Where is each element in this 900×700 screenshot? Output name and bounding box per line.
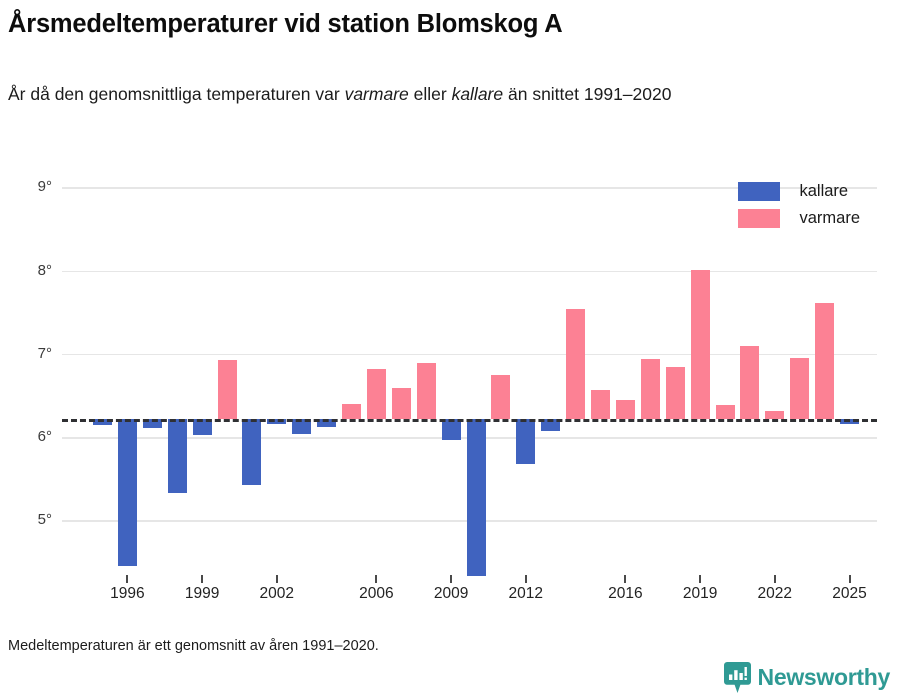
legend-item-kallare: kallare [738, 182, 860, 201]
footnote: Medeltemperaturen är ett genomsnitt av å… [8, 638, 379, 654]
x-axis-tick-2025 [848, 575, 851, 583]
bar-2010[interactable] [466, 418, 486, 576]
baseline-dashed-line [62, 418, 877, 422]
subtitle-text-3: än snittet 1991–2020 [503, 84, 672, 104]
x-axis-label-2022: 2022 [757, 585, 793, 602]
x-axis-tick-1996 [126, 575, 129, 583]
gridline-8 [62, 270, 877, 273]
x-axis-tick-2022 [773, 575, 776, 583]
y-axis-label-8: 8° [37, 261, 52, 279]
x-axis-tick-2009 [450, 575, 453, 583]
y-axis-label-7: 7° [37, 344, 52, 362]
subtitle-emphasis-kallare: kallare [451, 84, 504, 104]
bar-2021[interactable] [740, 346, 760, 419]
brand-logo: Newsworthy [723, 662, 891, 693]
x-axis-label-2016: 2016 [608, 585, 643, 602]
x-axis-label-2006: 2006 [359, 585, 394, 602]
legend-swatch-kallare [738, 182, 781, 201]
x-axis-label-2012: 2012 [508, 585, 544, 602]
legend-label-varmare: varmare [799, 209, 860, 227]
chart-legend: kallare varmare [738, 182, 860, 236]
legend-label-kallare: kallare [799, 182, 849, 200]
bar-2011[interactable] [491, 375, 511, 419]
x-axis-tick-2012 [524, 575, 527, 583]
gridline-9 [62, 187, 877, 189]
x-axis-label-1996: 1996 [110, 585, 145, 602]
page-title: Årsmedeltemperaturer vid station Blomsko… [8, 10, 563, 38]
bar-2006[interactable] [366, 368, 386, 419]
subtitle-text-1: År då den genomsnittliga temperaturen va… [8, 84, 345, 104]
x-axis-tick-1999 [201, 575, 204, 583]
bar-1999[interactable] [192, 418, 212, 436]
gridline-7 [62, 353, 877, 356]
legend-item-varmare: varmare [738, 209, 860, 228]
bar-2009[interactable] [441, 418, 461, 441]
chart-pin-icon [723, 662, 751, 693]
bar-1996[interactable] [117, 418, 137, 566]
bar-2000[interactable] [217, 360, 237, 419]
page-subtitle: År då den genomsnittliga temperaturen va… [8, 80, 878, 108]
x-axis-tick-2002 [275, 575, 278, 583]
bar-2023[interactable] [790, 357, 810, 419]
subtitle-text-2: eller [408, 84, 452, 104]
bar-1998[interactable] [167, 418, 187, 493]
x-axis-label-2025: 2025 [832, 585, 867, 602]
bar-2012[interactable] [516, 418, 536, 464]
y-axis-label-9: 9° [37, 178, 52, 196]
bar-2014[interactable] [566, 308, 586, 419]
bar-2013[interactable] [541, 418, 561, 432]
x-axis-label-2009: 2009 [433, 585, 469, 602]
x-axis-tick-2006 [375, 575, 378, 583]
bar-1997[interactable] [142, 418, 162, 428]
bar-2004[interactable] [317, 418, 337, 427]
x-axis-tick-2016 [624, 575, 627, 583]
bar-2024[interactable] [815, 303, 835, 419]
bar-2003[interactable] [292, 418, 312, 434]
x-axis-label-1999: 1999 [184, 585, 220, 602]
subtitle-emphasis-varmare: varmare [344, 84, 409, 104]
bar-2019[interactable] [690, 269, 710, 419]
bar-2020[interactable] [715, 404, 735, 419]
legend-swatch-varmare [738, 209, 781, 228]
bar-2007[interactable] [391, 387, 411, 419]
bar-2005[interactable] [342, 403, 361, 419]
bar-2015[interactable] [591, 390, 610, 419]
x-axis-tick-2019 [699, 575, 702, 583]
bar-2008[interactable] [416, 362, 436, 419]
x-axis-label-2019: 2019 [682, 585, 718, 602]
x-axis-label-2002: 2002 [259, 585, 295, 602]
bar-2022[interactable] [765, 411, 785, 419]
bar-2018[interactable] [665, 367, 685, 419]
bar-2017[interactable] [640, 358, 660, 419]
bar-2016[interactable] [615, 399, 635, 419]
y-axis-label-6: 6° [37, 428, 52, 445]
bar-2001[interactable] [242, 418, 262, 486]
y-axis-label-5: 5° [37, 511, 52, 529]
brand-name: Newsworthy [757, 664, 891, 690]
